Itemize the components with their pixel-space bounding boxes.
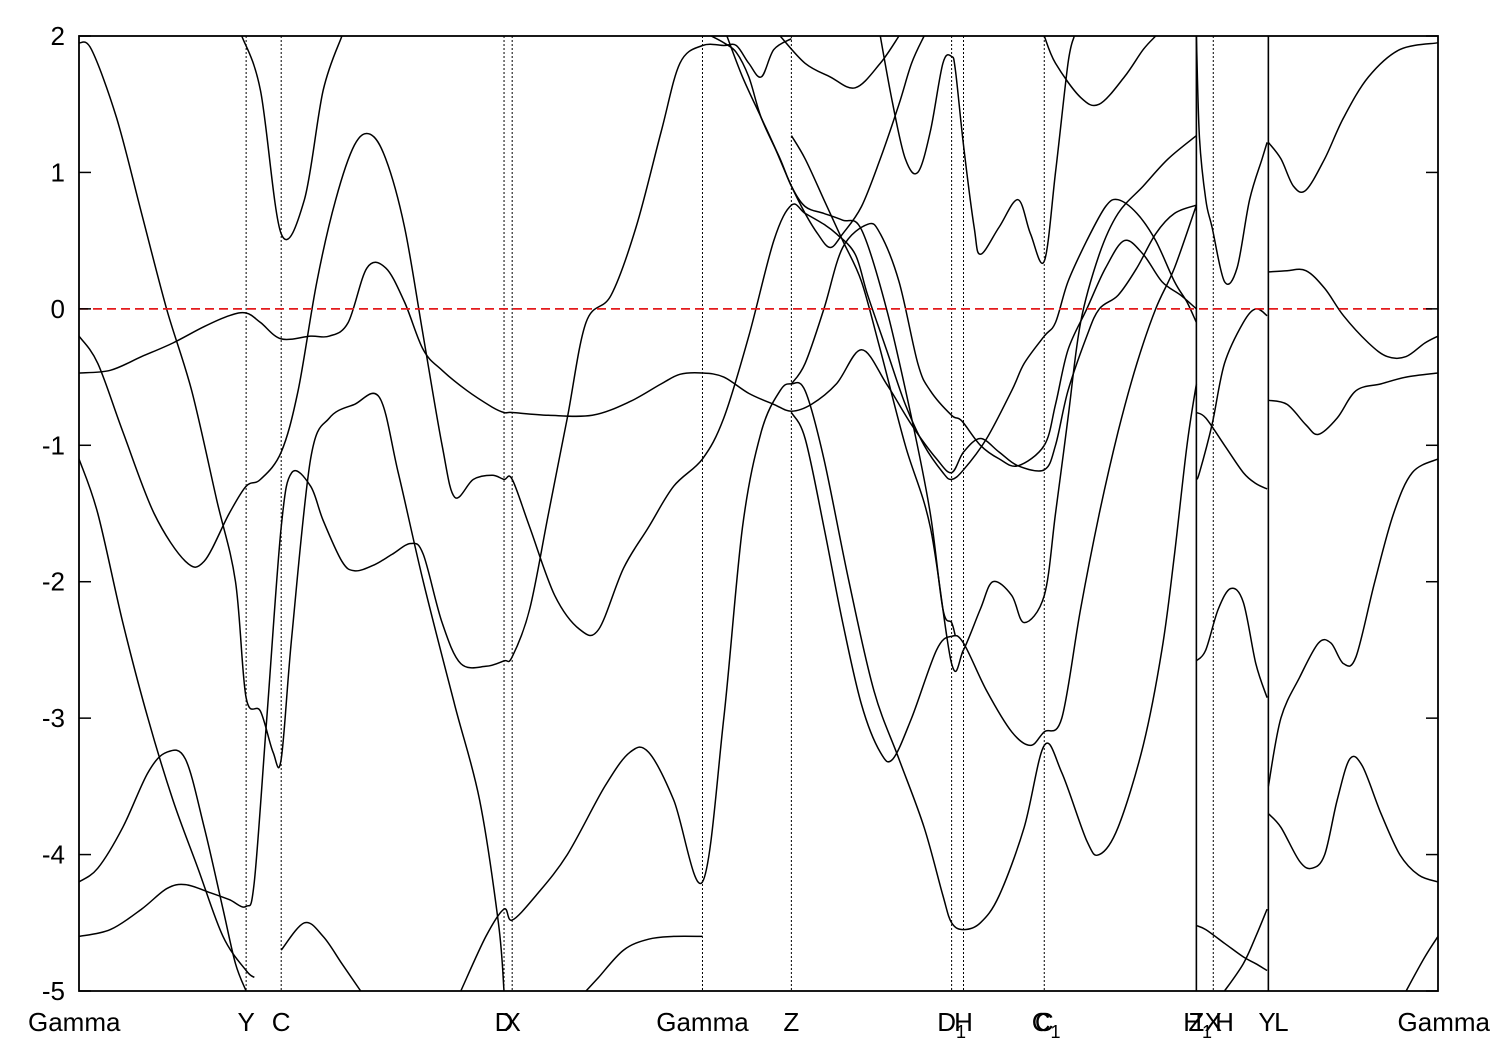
band-line-7	[241, 36, 343, 241]
band-line-20	[1195, 411, 1268, 490]
k-point-label-6: Z	[783, 1007, 799, 1037]
band-line-12	[790, 204, 1198, 763]
band-line-13	[710, 36, 957, 637]
k-point-label-17: Gamma	[1398, 1007, 1491, 1037]
k-point-label-2: C	[272, 1007, 291, 1037]
band-line-14	[726, 36, 925, 249]
band-line-16	[879, 36, 1076, 265]
band-line-6	[280, 921, 362, 991]
k-point-label-16: L	[1274, 1007, 1288, 1037]
band-line-10	[790, 222, 1197, 468]
band-line-5	[79, 38, 792, 938]
band-line-27	[1267, 458, 1438, 787]
y-tick-label-7: 2	[51, 21, 65, 51]
plot-frame	[78, 35, 1439, 992]
band-line-1	[79, 458, 255, 979]
band-line-28	[1267, 755, 1438, 883]
k-point-lines	[245, 36, 1270, 991]
band-line-8	[460, 381, 1198, 991]
band-line-0	[79, 41, 505, 991]
k-point-label-13: X	[1205, 1007, 1222, 1037]
y-tick-label-3: -2	[42, 567, 65, 597]
k-point-label-5: Gamma	[656, 1007, 749, 1037]
band-line-21	[1195, 587, 1268, 698]
k-point-label-15: Y	[1258, 1007, 1275, 1037]
y-axis-ticks: -5 -4 -3 -2 -1 0 1 2	[42, 21, 1438, 1006]
band-line-4	[79, 749, 247, 991]
y-tick-label-0: -5	[42, 976, 65, 1006]
k-point-label-11: Z	[1188, 1007, 1204, 1037]
band-line-22	[1196, 924, 1268, 972]
k-point-label-10: C1	[1032, 1007, 1061, 1042]
y-tick-label-5: 0	[51, 294, 65, 324]
k-point-label-9: C	[1035, 1007, 1054, 1037]
band-line-29	[1405, 935, 1438, 991]
band-line-9	[585, 935, 703, 991]
band-line-2	[79, 132, 1198, 637]
band-line-18	[1195, 36, 1268, 286]
band-line-3	[79, 204, 1197, 474]
k-point-label-4: X	[504, 1007, 521, 1037]
y-tick-label-1: -4	[42, 840, 65, 870]
band-line-26	[1268, 372, 1438, 436]
k-point-label-0: Gamma	[28, 1007, 121, 1037]
band-lines	[79, 36, 1438, 991]
band-line-15	[779, 36, 900, 89]
y-tick-label-2: -3	[42, 703, 65, 733]
k-point-label-8: H	[954, 1007, 973, 1037]
y-tick-label-4: -1	[42, 430, 65, 460]
k-point-label-3: D	[495, 1007, 514, 1037]
band-line-17	[1043, 36, 1157, 107]
k-point-label-14: H	[1215, 1007, 1234, 1037]
band-line-23	[1223, 908, 1268, 991]
band-line-19	[1195, 308, 1268, 480]
band-line-24	[1267, 42, 1438, 194]
band-line-25	[1268, 268, 1438, 360]
band-line-11	[790, 135, 1197, 673]
y-tick-label-6: 1	[51, 157, 65, 187]
k-point-label-1: Y	[237, 1007, 254, 1037]
